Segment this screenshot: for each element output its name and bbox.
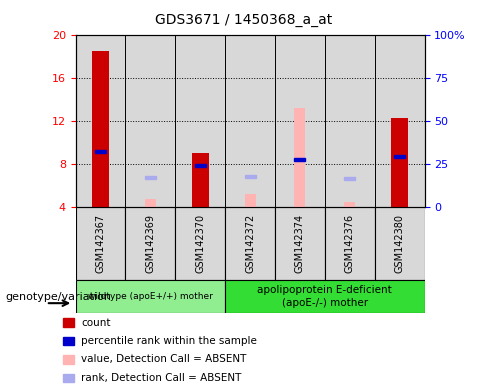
Text: wildtype (apoE+/+) mother: wildtype (apoE+/+) mother <box>88 292 213 301</box>
Text: GSM142370: GSM142370 <box>195 214 205 273</box>
Bar <box>145 175 156 179</box>
Bar <box>345 202 355 207</box>
Text: genotype/variation: genotype/variation <box>5 291 111 302</box>
Text: count: count <box>81 318 111 328</box>
Bar <box>275 35 325 207</box>
Bar <box>125 207 175 280</box>
Bar <box>95 150 106 153</box>
Bar <box>225 280 425 313</box>
Bar <box>294 158 305 161</box>
Text: GSM142374: GSM142374 <box>295 214 305 273</box>
Bar <box>294 108 305 207</box>
Text: apolipoprotein E-deficient
(apoE-/-) mother: apolipoprotein E-deficient (apoE-/-) mot… <box>258 285 392 308</box>
Bar <box>375 35 425 207</box>
Text: GSM142376: GSM142376 <box>345 214 355 273</box>
Bar <box>195 164 206 167</box>
Bar <box>76 207 125 280</box>
Text: value, Detection Call = ABSENT: value, Detection Call = ABSENT <box>81 354 247 364</box>
Bar <box>76 35 125 207</box>
Bar <box>92 51 109 207</box>
Bar <box>191 153 209 207</box>
Bar <box>325 207 375 280</box>
Text: GSM142369: GSM142369 <box>145 214 155 273</box>
Text: GSM142380: GSM142380 <box>395 214 405 273</box>
Bar <box>244 194 256 207</box>
Bar <box>345 177 355 180</box>
Text: percentile rank within the sample: percentile rank within the sample <box>81 336 257 346</box>
Bar <box>394 155 405 158</box>
Text: rank, Detection Call = ABSENT: rank, Detection Call = ABSENT <box>81 373 242 383</box>
Text: GSM142367: GSM142367 <box>96 214 105 273</box>
Bar <box>325 35 375 207</box>
Bar <box>145 199 156 207</box>
Bar <box>175 207 225 280</box>
Bar <box>225 207 275 280</box>
Bar <box>125 35 175 207</box>
Bar <box>244 174 256 177</box>
Bar <box>375 207 425 280</box>
Bar <box>76 280 225 313</box>
Bar <box>391 118 408 207</box>
Bar <box>175 35 225 207</box>
Text: GDS3671 / 1450368_a_at: GDS3671 / 1450368_a_at <box>155 13 333 27</box>
Bar <box>275 207 325 280</box>
Bar <box>225 35 275 207</box>
Text: GSM142372: GSM142372 <box>245 214 255 273</box>
